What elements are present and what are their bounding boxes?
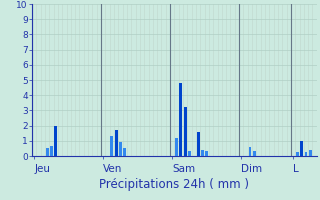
- X-axis label: Précipitations 24h ( mm ): Précipitations 24h ( mm ): [100, 178, 249, 191]
- Bar: [249, 147, 251, 156]
- Bar: [46, 148, 49, 156]
- Bar: [300, 141, 303, 156]
- Bar: [115, 130, 117, 156]
- Bar: [197, 132, 200, 156]
- Bar: [296, 152, 299, 156]
- Bar: [175, 138, 178, 156]
- Bar: [309, 150, 312, 156]
- Bar: [180, 83, 182, 156]
- Bar: [305, 152, 308, 156]
- Bar: [201, 150, 204, 156]
- Bar: [110, 136, 113, 156]
- Bar: [184, 107, 187, 156]
- Bar: [54, 126, 57, 156]
- Bar: [124, 148, 126, 156]
- Bar: [50, 146, 53, 156]
- Bar: [253, 151, 256, 156]
- Bar: [205, 151, 208, 156]
- Bar: [119, 142, 122, 156]
- Bar: [188, 151, 191, 156]
